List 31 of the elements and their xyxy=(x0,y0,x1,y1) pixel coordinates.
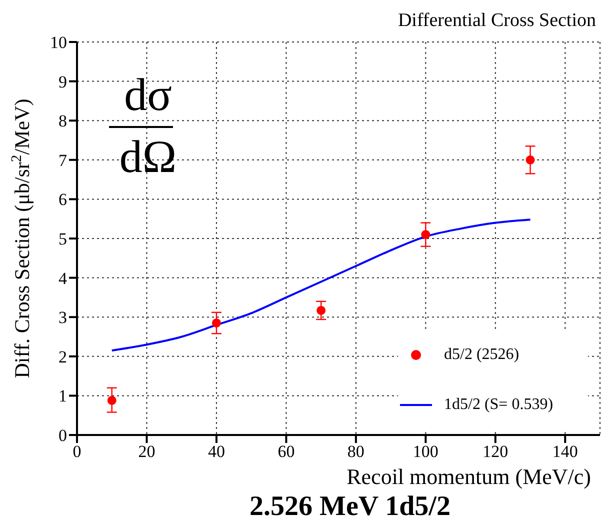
x-tick-label: 120 xyxy=(482,442,508,462)
legend-label: d5/2 (2526) xyxy=(444,346,520,364)
point xyxy=(316,306,326,315)
x-tick-label: 0 xyxy=(72,442,82,462)
y-tick-label: 1 xyxy=(58,386,67,406)
x-axis-title: Recoil momentum (MeV/c) xyxy=(346,464,591,489)
x-tick-label: 20 xyxy=(138,442,156,462)
y-tick-label: 7 xyxy=(58,150,68,170)
annotation: dσ xyxy=(123,69,173,120)
y-tick-label: 6 xyxy=(58,190,67,210)
point xyxy=(212,318,221,328)
text: 2.526 MeV 1d5/2 xyxy=(248,491,452,522)
y-tick-label: 2 xyxy=(58,347,67,366)
x-tick-label: 100 xyxy=(412,442,438,462)
chart-title: Differential Cross Section xyxy=(398,10,596,32)
y-tick-label: 8 xyxy=(58,112,67,131)
annotation: dΩ xyxy=(118,131,178,182)
y-tick-label: 0 xyxy=(58,426,67,446)
point xyxy=(107,396,116,405)
y-tick-label: 4 xyxy=(58,268,68,288)
y-tick-label: 3 xyxy=(58,308,67,328)
x-tick-label: 60 xyxy=(278,442,295,462)
x-tick-label: 140 xyxy=(552,442,578,462)
point xyxy=(421,230,430,240)
x-tick-label: 80 xyxy=(347,442,364,462)
y-tick-label: 5 xyxy=(58,230,67,249)
y-tick-label: 9 xyxy=(58,72,67,92)
y-tick-label: 10 xyxy=(50,33,67,52)
x-tick-label: 40 xyxy=(208,442,225,462)
point xyxy=(526,155,535,164)
legend-label: 1d5/2 (S= 0.539) xyxy=(444,396,554,414)
